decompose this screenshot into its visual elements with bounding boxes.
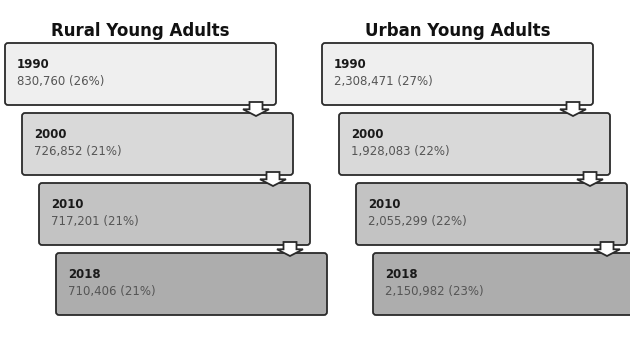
Polygon shape — [577, 172, 603, 186]
FancyBboxPatch shape — [22, 113, 293, 175]
Polygon shape — [277, 242, 303, 256]
Polygon shape — [243, 102, 269, 116]
Text: 830,760 (26%): 830,760 (26%) — [17, 75, 105, 88]
Polygon shape — [594, 242, 620, 256]
FancyBboxPatch shape — [39, 183, 310, 245]
FancyBboxPatch shape — [5, 43, 276, 105]
Text: Rural Young Adults: Rural Young Adults — [51, 22, 230, 40]
Polygon shape — [260, 172, 286, 186]
FancyBboxPatch shape — [373, 253, 630, 315]
FancyBboxPatch shape — [322, 43, 593, 105]
Text: 710,406 (21%): 710,406 (21%) — [68, 285, 156, 298]
Text: 1,928,083 (22%): 1,928,083 (22%) — [351, 145, 450, 158]
Text: 2,308,471 (27%): 2,308,471 (27%) — [334, 75, 433, 88]
Text: 2,055,299 (22%): 2,055,299 (22%) — [368, 215, 467, 228]
FancyBboxPatch shape — [356, 183, 627, 245]
Text: 2000: 2000 — [351, 128, 384, 141]
FancyBboxPatch shape — [339, 113, 610, 175]
Text: 2018: 2018 — [385, 268, 418, 281]
Text: 2010: 2010 — [51, 198, 84, 211]
Text: 1990: 1990 — [17, 58, 50, 71]
Text: 726,852 (21%): 726,852 (21%) — [34, 145, 122, 158]
Text: Urban Young Adults: Urban Young Adults — [365, 22, 550, 40]
Text: 717,201 (21%): 717,201 (21%) — [51, 215, 139, 228]
Text: 1990: 1990 — [334, 58, 367, 71]
Text: 2010: 2010 — [368, 198, 401, 211]
Polygon shape — [560, 102, 586, 116]
Text: 2000: 2000 — [34, 128, 67, 141]
Text: 2018: 2018 — [68, 268, 101, 281]
FancyBboxPatch shape — [56, 253, 327, 315]
Text: 2,150,982 (23%): 2,150,982 (23%) — [385, 285, 484, 298]
